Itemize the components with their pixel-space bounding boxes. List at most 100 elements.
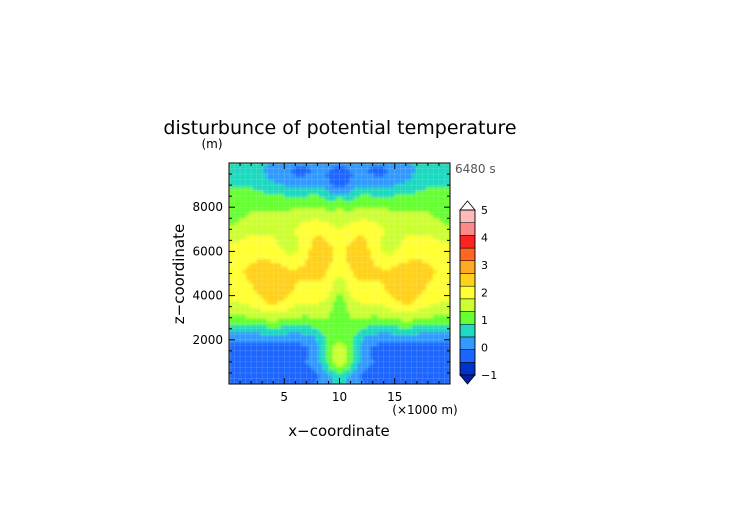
contour-cell: [253, 221, 258, 226]
contour-cell: [429, 270, 434, 275]
contour-cell: [432, 318, 437, 323]
contour-cell: [266, 194, 272, 199]
contour-cell: [408, 335, 413, 340]
contour-cell: [349, 283, 354, 288]
contour-cell: [291, 349, 296, 354]
contour-cell: [325, 346, 330, 351]
contour-cell: [304, 301, 310, 306]
contour-cell: [336, 366, 341, 371]
contour-cell: [277, 197, 282, 202]
contour-cell: [439, 325, 444, 330]
contour-cell: [429, 225, 434, 230]
contour-cell: [425, 187, 430, 192]
contour-cell: [325, 311, 330, 316]
contour-cell: [360, 332, 365, 337]
contour-cell: [412, 163, 417, 168]
contour-cell: [253, 373, 258, 378]
contour-cell: [284, 280, 289, 285]
contour-cell: [436, 359, 441, 364]
contour-cell: [363, 321, 368, 326]
contour-cell: [443, 166, 448, 171]
contour-cell: [360, 273, 365, 278]
contour-cell: [360, 169, 365, 174]
contour-cell: [318, 276, 323, 281]
contour-cell: [370, 180, 375, 185]
contour-cell: [263, 321, 268, 326]
contour-cell: [232, 252, 237, 257]
contour-cell: [242, 225, 247, 230]
contour-cell: [391, 373, 396, 378]
contour-cell: [408, 238, 413, 244]
contour-cell: [356, 301, 361, 306]
contour-cell: [260, 266, 265, 271]
contour-cell: [387, 377, 392, 382]
contour-cell: [256, 346, 261, 351]
contour-cell: [446, 352, 450, 357]
contour-cell: [325, 211, 330, 216]
contour-cell: [439, 221, 444, 226]
contour-cell: [439, 194, 444, 199]
contour-cell: [329, 163, 334, 168]
contour-cell: [298, 339, 303, 344]
contour-cell: [280, 238, 285, 244]
contour-cell: [239, 180, 244, 185]
contour-cell: [401, 297, 406, 302]
contour-cell: [242, 163, 247, 168]
contour-cell: [294, 373, 299, 378]
contour-cell: [332, 252, 337, 257]
contour-cell: [308, 366, 313, 371]
contour-cell: [370, 346, 375, 351]
contour-cell: [370, 194, 375, 199]
contour-cell: [266, 228, 272, 233]
contour-cell: [311, 276, 316, 281]
contour-cell: [380, 225, 385, 230]
contour-cell: [277, 207, 282, 212]
contour-cell: [446, 276, 450, 281]
contour-cell: [270, 242, 275, 247]
contour-cell: [436, 318, 441, 323]
contour-cell: [418, 200, 423, 206]
contour-cell: [377, 263, 382, 268]
contour-cell: [332, 207, 337, 212]
contour-cell: [246, 377, 251, 382]
contour-cell: [374, 259, 379, 264]
contour-cell: [360, 252, 365, 257]
contour-cell: [298, 318, 303, 323]
contour-cell: [308, 218, 313, 223]
contour-cell: [398, 166, 403, 171]
contour-cell: [363, 232, 368, 237]
contour-cell: [332, 270, 337, 275]
contour-cell: [322, 183, 327, 188]
contour-cell: [367, 173, 372, 178]
contour-cell: [336, 325, 341, 330]
contour-cell: [246, 283, 251, 288]
contour-cell: [256, 214, 261, 219]
contour-cell: [339, 256, 344, 261]
contour-cell: [304, 211, 310, 216]
contour-cell: [246, 363, 251, 368]
contour-cell: [374, 290, 379, 295]
contour-cell: [256, 321, 261, 326]
contour-cell: [291, 228, 296, 233]
contour-cell: [367, 238, 372, 244]
contour-cell: [446, 207, 450, 212]
contour-cell: [332, 211, 337, 216]
contour-cell: [342, 335, 347, 340]
contour-cell: [363, 370, 368, 375]
contour-cell: [398, 276, 403, 281]
contour-cell: [266, 235, 272, 240]
contour-cell: [418, 356, 423, 361]
contour-cell: [242, 363, 247, 368]
contour-cell: [332, 225, 337, 230]
contour-cell: [260, 166, 265, 171]
contour-cell: [270, 342, 275, 347]
contour-cell: [287, 332, 292, 337]
contour-cell: [415, 342, 420, 347]
contour-cell: [415, 283, 420, 288]
contour-cell: [318, 339, 323, 344]
contour-cell: [432, 273, 437, 278]
contour-cell: [246, 256, 251, 261]
contour-cell: [339, 263, 344, 268]
contour-cell: [408, 169, 413, 174]
contour-cell: [356, 328, 361, 333]
